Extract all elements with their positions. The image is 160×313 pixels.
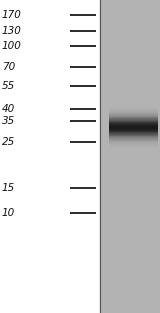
Bar (109, 118, 158, 119)
Bar (109, 114, 158, 115)
Bar (109, 115, 158, 116)
Bar (109, 119, 158, 120)
Bar (109, 117, 158, 118)
Text: 170: 170 (2, 10, 21, 20)
Bar (109, 144, 158, 145)
Bar (109, 132, 158, 133)
Text: 40: 40 (2, 104, 15, 114)
Bar (0, 0, 100, 313)
Bar (109, 139, 158, 140)
Bar (109, 130, 158, 131)
Bar (109, 107, 158, 108)
Text: 25: 25 (2, 137, 15, 147)
Bar (109, 126, 158, 127)
Text: 10: 10 (2, 208, 15, 218)
Bar (109, 147, 158, 148)
Bar (109, 120, 158, 121)
Text: 70: 70 (2, 62, 15, 72)
Bar (109, 111, 158, 112)
Bar (109, 146, 158, 147)
Bar (109, 109, 158, 110)
Text: 55: 55 (2, 81, 15, 91)
Bar (109, 140, 158, 141)
Text: 15: 15 (2, 183, 15, 193)
Bar (109, 134, 158, 135)
Bar (109, 135, 158, 136)
Bar (109, 138, 158, 139)
Bar (109, 129, 158, 130)
Bar (109, 131, 158, 132)
Bar (109, 145, 158, 146)
Bar (109, 121, 158, 122)
Bar (109, 143, 158, 144)
Bar (109, 123, 158, 124)
Bar (109, 110, 158, 111)
Bar (109, 136, 158, 137)
Bar (109, 124, 158, 125)
Bar (109, 127, 158, 128)
Bar (109, 112, 158, 113)
Bar (109, 108, 158, 109)
Bar (109, 142, 158, 143)
Bar (109, 141, 158, 142)
Bar (109, 137, 158, 138)
Text: 35: 35 (2, 116, 15, 126)
Bar (109, 122, 158, 123)
Bar (109, 113, 158, 114)
Bar (109, 116, 158, 117)
Text: 130: 130 (2, 26, 21, 36)
Bar (100, 0, 160, 313)
Text: 100: 100 (2, 41, 21, 51)
Bar (109, 125, 158, 126)
Bar (109, 133, 158, 134)
Bar (109, 128, 158, 129)
